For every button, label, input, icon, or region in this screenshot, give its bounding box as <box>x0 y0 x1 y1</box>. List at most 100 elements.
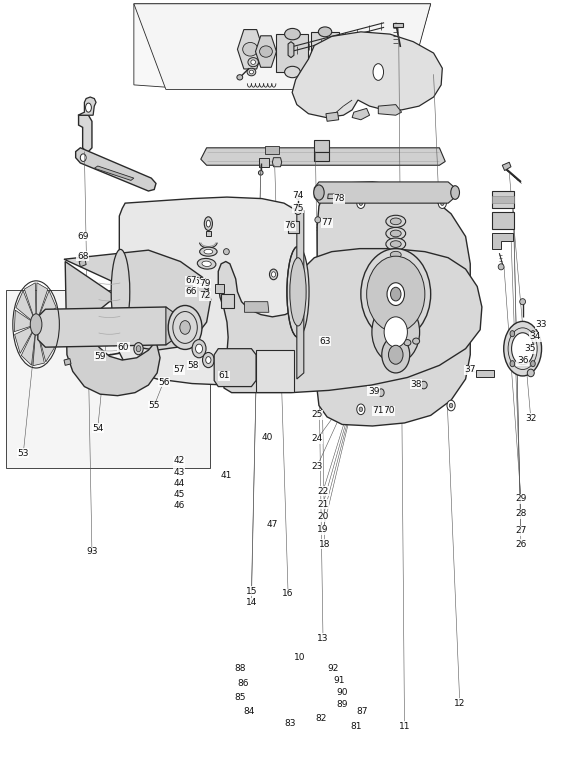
Text: 89: 89 <box>336 700 348 709</box>
Polygon shape <box>294 280 300 317</box>
Polygon shape <box>24 283 36 319</box>
Ellipse shape <box>359 407 363 412</box>
Ellipse shape <box>290 258 306 326</box>
Text: 60: 60 <box>118 343 129 352</box>
Bar <box>314 152 329 161</box>
Ellipse shape <box>200 247 217 256</box>
Text: 23: 23 <box>311 462 323 471</box>
Text: 38: 38 <box>410 380 422 389</box>
Ellipse shape <box>168 305 202 349</box>
Polygon shape <box>37 327 55 362</box>
Ellipse shape <box>389 346 403 365</box>
Ellipse shape <box>387 283 404 305</box>
Ellipse shape <box>296 195 300 199</box>
Text: 32: 32 <box>525 414 537 423</box>
Polygon shape <box>218 249 482 393</box>
Ellipse shape <box>285 29 300 40</box>
Polygon shape <box>33 330 44 365</box>
Ellipse shape <box>340 73 352 82</box>
Text: 39: 39 <box>368 387 379 396</box>
Text: 85: 85 <box>234 693 246 702</box>
Ellipse shape <box>111 249 130 334</box>
Polygon shape <box>64 250 211 350</box>
Polygon shape <box>79 259 86 267</box>
Polygon shape <box>311 32 339 68</box>
Ellipse shape <box>391 287 401 301</box>
Ellipse shape <box>378 389 384 396</box>
Ellipse shape <box>336 52 342 57</box>
Text: 22: 22 <box>317 487 329 496</box>
Text: 19: 19 <box>317 525 329 534</box>
Polygon shape <box>492 233 513 249</box>
Ellipse shape <box>248 58 258 67</box>
Ellipse shape <box>391 241 401 247</box>
Text: 56: 56 <box>158 377 170 387</box>
Ellipse shape <box>206 221 211 227</box>
Polygon shape <box>64 359 71 365</box>
Ellipse shape <box>404 340 411 346</box>
Text: 10: 10 <box>294 653 306 662</box>
Bar <box>492 212 514 229</box>
Polygon shape <box>76 148 156 191</box>
Polygon shape <box>255 36 276 67</box>
Ellipse shape <box>269 269 278 280</box>
Ellipse shape <box>134 343 143 355</box>
Ellipse shape <box>382 337 410 373</box>
Text: 43: 43 <box>173 468 185 477</box>
Ellipse shape <box>357 404 365 415</box>
Ellipse shape <box>503 321 541 376</box>
Ellipse shape <box>315 217 321 223</box>
Ellipse shape <box>196 344 203 353</box>
Ellipse shape <box>391 252 401 258</box>
Text: 11: 11 <box>399 722 410 731</box>
Polygon shape <box>119 197 300 385</box>
Ellipse shape <box>204 283 209 290</box>
Text: 86: 86 <box>237 679 249 688</box>
Ellipse shape <box>260 46 272 57</box>
Polygon shape <box>276 34 308 72</box>
Text: 79: 79 <box>199 279 211 288</box>
Polygon shape <box>237 30 263 69</box>
Ellipse shape <box>294 207 301 215</box>
Text: 40: 40 <box>262 433 274 442</box>
Ellipse shape <box>520 299 526 305</box>
Text: 58: 58 <box>187 361 199 370</box>
Text: 55: 55 <box>148 401 160 410</box>
Text: 12: 12 <box>454 699 466 708</box>
Ellipse shape <box>205 357 211 364</box>
Ellipse shape <box>510 361 514 367</box>
Ellipse shape <box>180 321 190 334</box>
Text: 66: 66 <box>185 287 197 296</box>
Bar <box>259 158 269 167</box>
Text: 88: 88 <box>234 664 246 673</box>
Text: 92: 92 <box>327 664 339 673</box>
Polygon shape <box>393 23 403 27</box>
Ellipse shape <box>373 64 384 80</box>
Ellipse shape <box>512 333 534 365</box>
Text: 71: 71 <box>372 406 384 415</box>
Polygon shape <box>201 148 445 165</box>
Text: 44: 44 <box>173 479 185 488</box>
Ellipse shape <box>249 70 254 74</box>
Polygon shape <box>94 166 134 180</box>
Text: 36: 36 <box>517 356 528 365</box>
Text: 45: 45 <box>173 490 185 500</box>
Ellipse shape <box>339 65 350 74</box>
Ellipse shape <box>297 74 320 90</box>
Ellipse shape <box>510 330 514 337</box>
Ellipse shape <box>386 227 406 240</box>
Text: 24: 24 <box>311 434 323 443</box>
Text: 77: 77 <box>321 218 333 227</box>
Ellipse shape <box>531 330 535 337</box>
Text: 76: 76 <box>284 221 296 230</box>
Ellipse shape <box>204 292 209 299</box>
Text: 53: 53 <box>17 449 29 458</box>
Bar <box>288 221 299 233</box>
Text: 84: 84 <box>243 706 255 716</box>
Text: 87: 87 <box>356 706 368 716</box>
Text: 27: 27 <box>515 526 527 535</box>
Text: 59: 59 <box>94 352 106 361</box>
Ellipse shape <box>86 103 91 112</box>
Text: 74: 74 <box>292 191 304 200</box>
Ellipse shape <box>438 198 446 208</box>
